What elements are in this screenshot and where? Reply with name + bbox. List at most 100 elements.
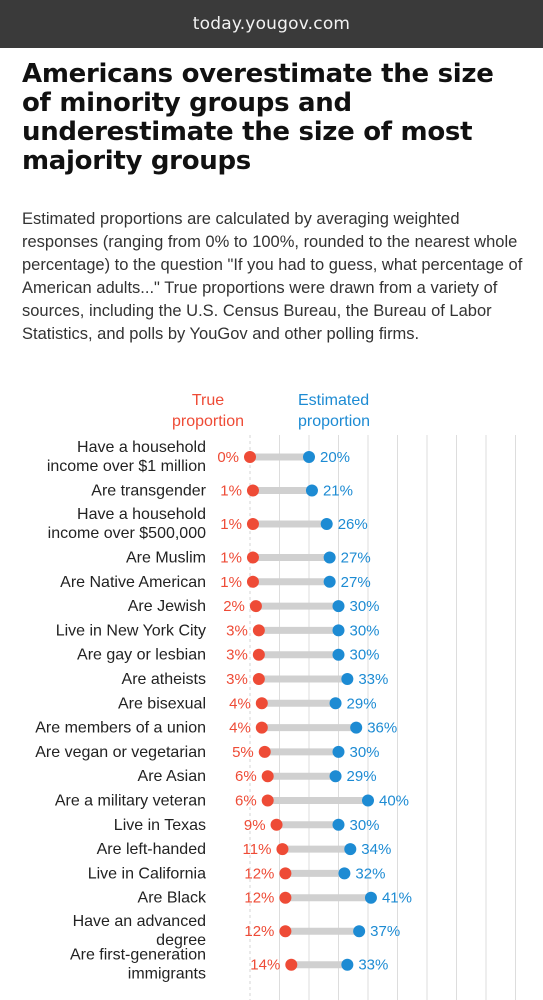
true-value-label: 4%	[229, 695, 251, 712]
estimated-dot	[332, 745, 345, 758]
estimated-value-label: 26%	[338, 516, 368, 533]
estimated-value-label: 27%	[341, 574, 371, 591]
true-dot	[246, 575, 259, 588]
category-label: Live in New York City	[56, 622, 206, 639]
estimated-dot	[329, 697, 342, 710]
category-label: Are Jewish	[128, 598, 206, 615]
estimated-value-label: 32%	[355, 865, 385, 882]
estimated-dot	[341, 958, 354, 971]
estimated-dot	[338, 867, 351, 880]
true-dot	[279, 925, 292, 938]
estimated-dot	[344, 843, 357, 856]
true-dot	[255, 697, 268, 710]
estimated-value-label: 30%	[350, 622, 380, 639]
true-value-label: 6%	[235, 768, 257, 785]
category-label: Are bisexual	[118, 695, 206, 712]
category-label: income over $1 million	[47, 458, 206, 475]
true-value-label: 0%	[217, 449, 239, 466]
estimated-value-label: 37%	[370, 923, 400, 940]
estimated-value-label: 30%	[350, 598, 380, 615]
estimated-dot	[323, 551, 336, 564]
true-value-label: 1%	[220, 483, 242, 500]
true-value-label: 1%	[220, 550, 242, 567]
chart-subtitle: Estimated proportions are calculated by …	[22, 210, 523, 343]
true-value-label: 1%	[220, 574, 242, 591]
true-value-label: 12%	[244, 923, 274, 940]
true-value-label: 4%	[229, 720, 251, 737]
true-dot	[285, 958, 298, 971]
true-value-label: 12%	[244, 865, 274, 882]
true-value-label: 14%	[250, 957, 280, 974]
category-label: Are Muslim	[126, 550, 206, 567]
estimated-dot	[350, 721, 363, 734]
true-dot	[261, 770, 274, 783]
true-dot	[252, 648, 265, 661]
estimated-dot	[305, 484, 318, 497]
category-label: Are members of a union	[35, 720, 206, 737]
category-label: Have an advanced	[73, 913, 206, 930]
legend-estimated-label: Estimated	[298, 392, 369, 409]
estimated-value-label: 33%	[358, 671, 388, 688]
estimated-value-label: 30%	[350, 817, 380, 834]
estimated-dot	[332, 818, 345, 831]
estimated-value-label: 40%	[379, 793, 409, 810]
category-label: Are gay or lesbian	[77, 647, 206, 664]
chart-title: Americans overestimate the size of minor…	[22, 59, 494, 176]
site-url[interactable]: today.yougov.com	[192, 14, 351, 34]
true-dot	[258, 745, 271, 758]
category-label: Are a military veteran	[55, 793, 206, 810]
true-dot	[276, 843, 289, 856]
category-label: Are first-generation	[70, 947, 206, 964]
category-label: degree	[156, 932, 206, 949]
true-dot	[279, 891, 292, 904]
category-label: Are vegan or vegetarian	[35, 744, 206, 761]
estimated-value-label: 27%	[341, 550, 371, 567]
true-value-label: 11%	[243, 841, 272, 858]
category-label: Have a household	[77, 506, 206, 523]
estimated-dot	[332, 600, 345, 613]
estimated-dot	[323, 575, 336, 588]
category-label: Are Asian	[138, 768, 206, 785]
category-label: Live in Texas	[114, 817, 206, 834]
category-label: immigrants	[128, 966, 206, 983]
estimated-value-label: 29%	[347, 768, 377, 785]
category-label: income over $500,000	[48, 525, 206, 542]
estimated-dot	[341, 673, 354, 685]
true-value-label: 9%	[244, 817, 266, 834]
estimated-value-label: 41%	[382, 890, 412, 907]
estimated-dot	[320, 518, 333, 530]
estimated-value-label: 36%	[367, 720, 397, 737]
true-dot	[252, 624, 265, 637]
true-value-label: 6%	[235, 793, 257, 810]
true-value-label: 2%	[223, 598, 245, 615]
true-value-label: 3%	[226, 647, 248, 664]
category-label: Are Native American	[60, 574, 206, 591]
estimated-value-label: 20%	[320, 449, 350, 466]
estimated-value-label: 29%	[347, 695, 377, 712]
estimated-dot	[332, 624, 345, 637]
true-dot	[270, 818, 283, 831]
true-dot	[244, 451, 256, 463]
true-dot	[255, 721, 268, 734]
estimated-value-label: 30%	[350, 744, 380, 761]
true-dot	[279, 867, 292, 880]
dumbbell-chart: True proportion Estimated proportion Have a …	[35, 392, 516, 1000]
estimated-dot	[329, 770, 342, 783]
true-value-label: 1%	[220, 516, 242, 533]
category-label: Are left-handed	[97, 841, 206, 858]
estimated-dot	[362, 794, 374, 807]
category-label: Have a household	[77, 439, 206, 456]
legend-true-label: True	[192, 392, 224, 409]
estimated-value-label: 21%	[323, 483, 353, 500]
estimated-value-label: 34%	[361, 841, 391, 858]
true-value-label: 3%	[226, 671, 248, 688]
estimated-dot	[353, 925, 366, 938]
true-dot	[261, 794, 274, 807]
true-dot	[252, 673, 265, 685]
estimated-value-label: 33%	[358, 957, 388, 974]
true-dot	[246, 484, 259, 497]
category-label: Are atheists	[122, 671, 206, 688]
true-dot	[246, 518, 259, 530]
true-value-label: 3%	[226, 622, 248, 639]
estimated-dot	[364, 891, 377, 904]
